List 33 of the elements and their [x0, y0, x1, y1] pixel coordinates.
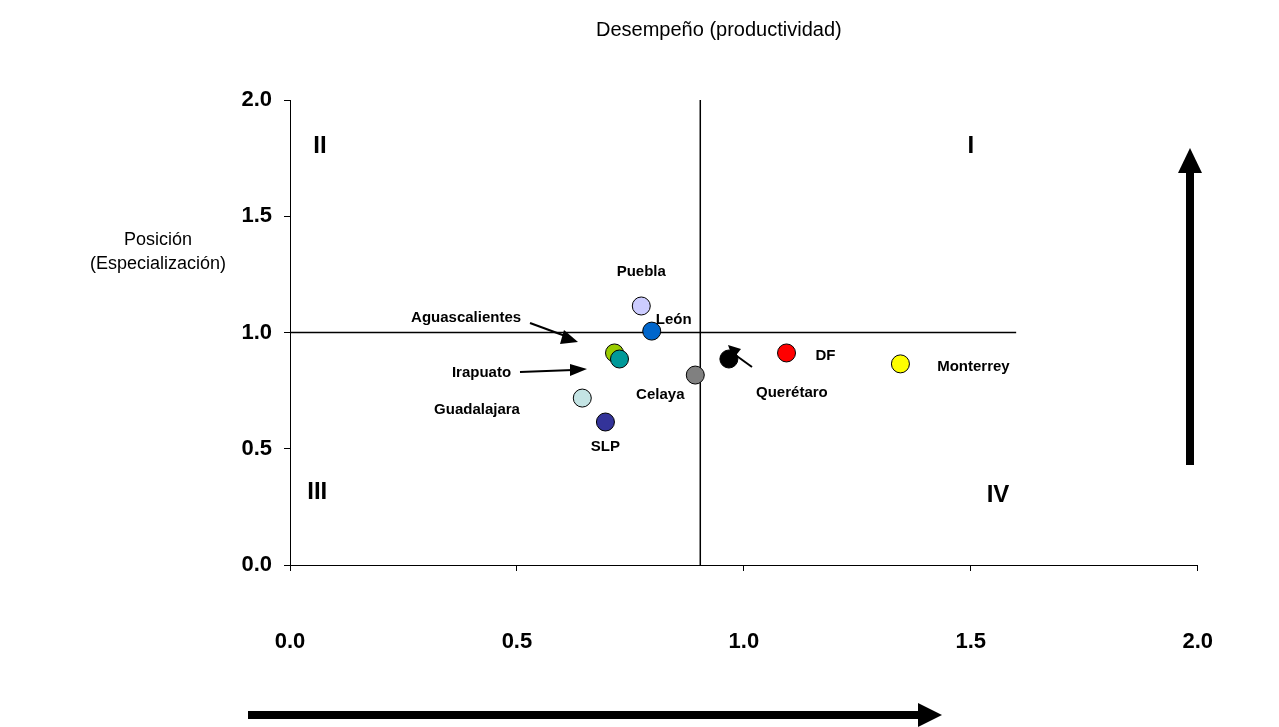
y-tick-label: 1.5	[241, 202, 272, 228]
point	[777, 343, 797, 363]
annotation: León	[655, 310, 692, 328]
point	[595, 412, 615, 432]
y-tick-label: 2.0	[241, 86, 272, 112]
x-tick-label: 1.5	[955, 628, 987, 654]
annotation: Querétaro	[756, 383, 828, 401]
annotation: DF	[815, 346, 836, 364]
point	[890, 354, 910, 374]
point	[685, 365, 705, 385]
y-tick-label: 1.0	[241, 318, 272, 344]
x-tick-label: 0.0	[274, 628, 306, 654]
annotation: IV	[986, 479, 1010, 507]
y-axis-title: Posición (Especialización)	[89, 228, 227, 273]
annotation: Puebla	[616, 262, 667, 280]
annotation: Aguascalientes	[411, 308, 522, 326]
x-tick-label: 1.0	[728, 628, 760, 654]
y-tick-label: 0.0	[241, 551, 272, 577]
point	[631, 296, 651, 316]
x-tick-label: 2.0	[1182, 628, 1214, 654]
chart-title: Desempeño (productividad)	[596, 17, 842, 40]
annotation: I	[967, 131, 975, 159]
annotation: SLP	[590, 437, 621, 455]
annotation: Guadalajara	[434, 400, 521, 418]
annotation: III	[307, 476, 328, 504]
y-tick-label: 0.5	[241, 434, 272, 460]
point	[572, 388, 592, 408]
x-tick-label: 0.5	[501, 628, 533, 654]
annotation: Irapuato	[451, 363, 512, 381]
annotation: II	[313, 131, 327, 159]
annotation: Monterrey	[937, 357, 1011, 375]
annotation: Celaya	[636, 385, 686, 403]
point	[610, 349, 629, 369]
